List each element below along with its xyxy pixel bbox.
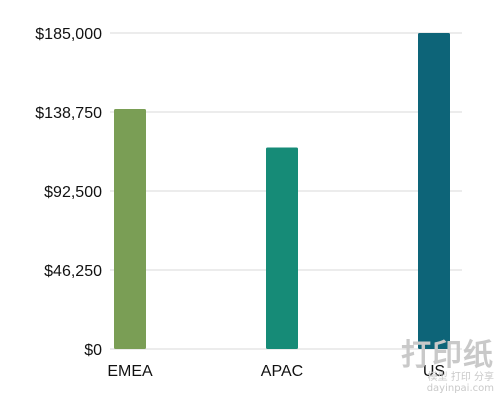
watermark-url: dayinpai.com [426, 383, 494, 394]
bars [114, 33, 450, 350]
x-category-label: US [423, 363, 445, 380]
y-tick-label: $46,250 [44, 263, 102, 280]
x-category-label: EMEA [107, 363, 153, 380]
y-tick-label: $138,750 [35, 105, 102, 122]
x-category-label: APAC [261, 363, 303, 380]
watermark-tagline: 模型 打印 分享 [427, 372, 494, 383]
bar-emea [114, 109, 146, 350]
y-tick-label: $0 [84, 342, 102, 359]
bar-apac [266, 147, 298, 349]
bar-us [418, 33, 450, 349]
watermark-logo-text: 打印纸 [401, 338, 494, 373]
watermark: 打印纸 模型 打印 分享 dayinpai.com [401, 339, 494, 394]
y-tick-label: $185,000 [35, 26, 102, 43]
y-tick-label: $92,500 [44, 184, 102, 201]
y-axis-tick-labels: $0 $46,250 $92,500 $138,750 $185,000 [35, 26, 102, 359]
x-axis-category-labels: EMEA APAC US [107, 363, 445, 380]
